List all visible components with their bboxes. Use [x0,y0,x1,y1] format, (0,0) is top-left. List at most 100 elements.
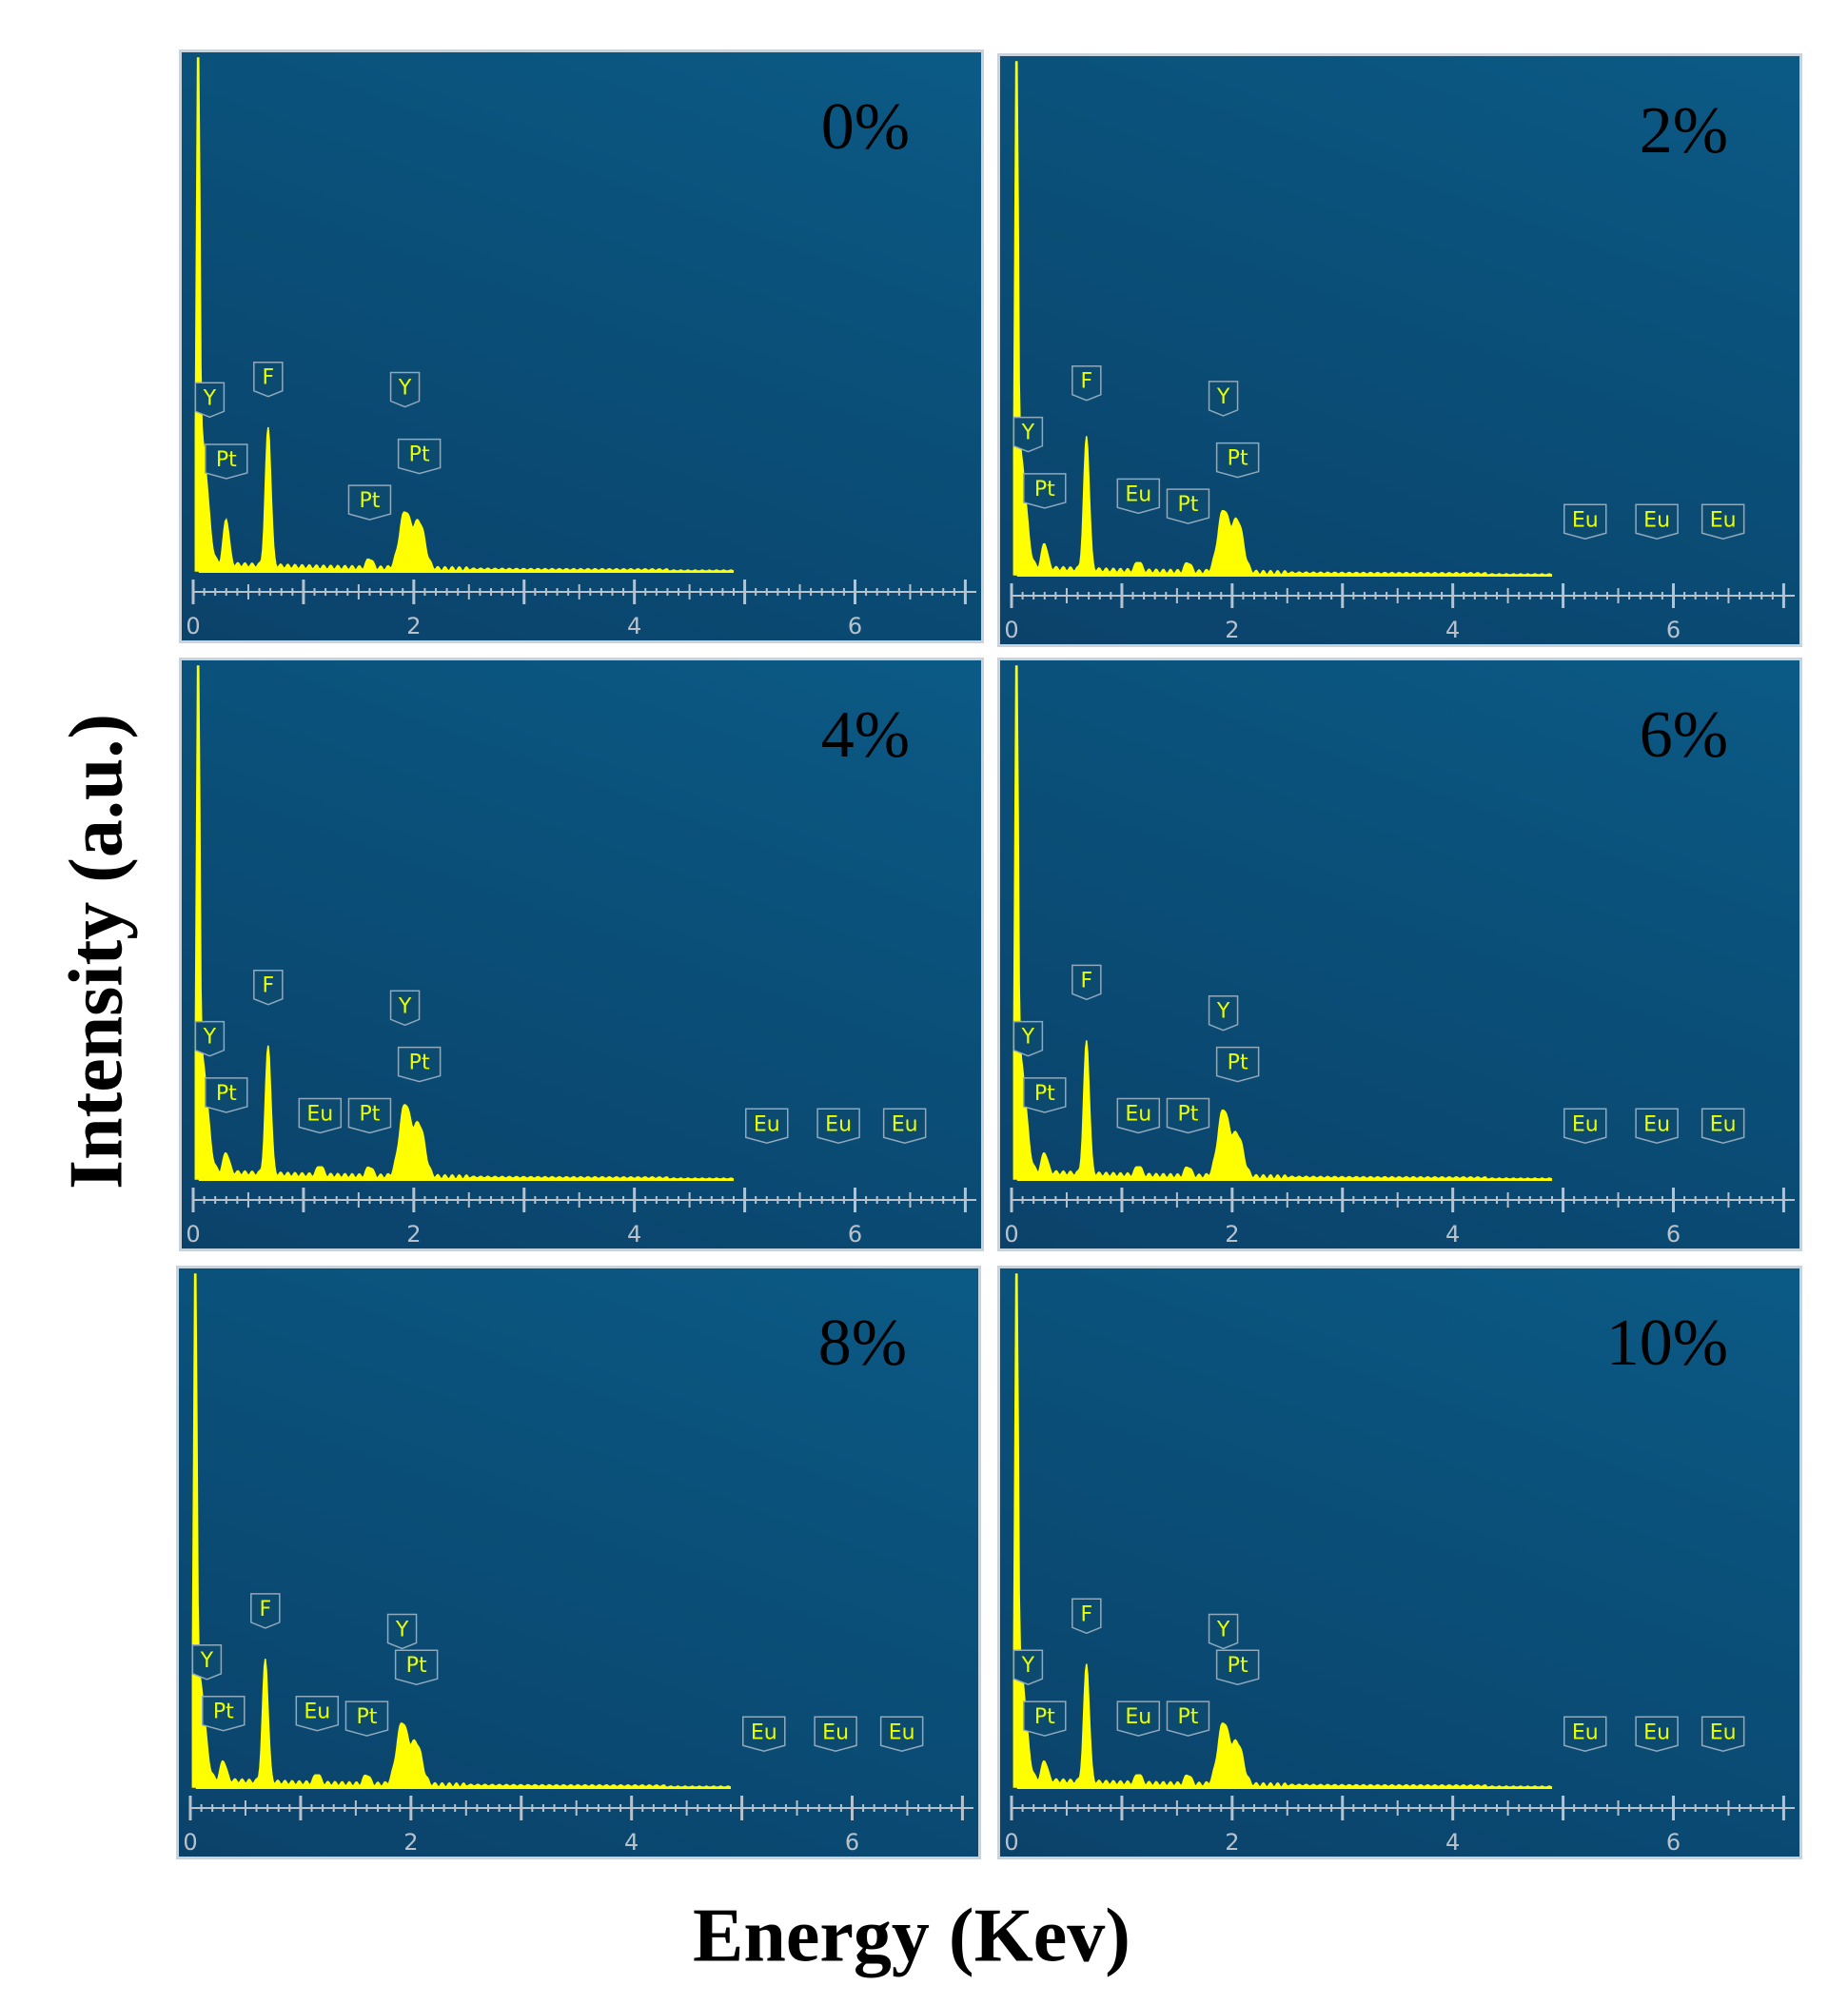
peak-label-text: Eu [1572,1720,1599,1744]
spectrum-plot: 0 2 4 6 Y Pt F Eu Pt Y Pt Eu Eu Eu [186,665,976,1248]
peak-label-box [298,1097,343,1134]
eds-panel-0: 0 2 4 6 Y Pt F Pt Y Pt 0% [179,49,984,643]
peak-label-text: F [1080,370,1092,394]
peak-label-text: Pt [1178,493,1199,517]
x-tick-label: 4 [624,1829,639,1856]
peak-label-text: Pt [409,1052,430,1075]
peak-label-box [1023,1077,1067,1113]
peak-label-box [1116,1097,1161,1134]
peak-label-y: Y [389,371,421,408]
peak-label-box [1166,488,1210,524]
peak-label-text: Y [1021,1026,1035,1050]
peak-label-box [1012,416,1044,453]
peak-label-text: Pt [1228,1654,1248,1678]
peak-label-box [205,443,248,480]
peak-label-f: F [253,969,284,1006]
panel-label: 6% [1639,698,1728,772]
peak-label-box [1166,1097,1210,1134]
peak-label-pt: Pt [1215,1046,1260,1083]
peak-label-box [205,1077,248,1113]
peak-label-box [816,1108,860,1145]
peak-label-text: Pt [1034,1082,1055,1106]
peak-label-y: Y [1208,994,1239,1032]
peak-label-eu: Eu [1563,503,1607,541]
peak-label-box [814,1716,857,1753]
peak-label-box [389,371,421,408]
peak-label-text: Eu [1710,508,1737,532]
spectrum-plot: 0 2 4 6 Y Pt F Eu Pt Y Pt Eu Eu Eu [183,1273,973,1856]
peak-label-box [1215,1649,1260,1685]
peak-label-pt: Pt [1023,1700,1067,1737]
spectrum-area [194,665,735,1180]
peak-label-text: Y [1021,422,1035,445]
x-tick-label: 0 [183,1829,197,1856]
peak-label-text: Eu [1125,482,1151,506]
peak-label-box [1208,1613,1239,1650]
peak-label-eu: Eu [1635,503,1679,541]
peak-label-pt: Pt [1215,442,1260,479]
peak-label-text: Pt [1034,478,1055,501]
peak-label-text: Y [1216,385,1230,409]
x-tick-label: 2 [1225,617,1239,643]
peak-label-text: Eu [1125,1705,1151,1729]
peak-label-pt: Pt [205,1077,248,1113]
peak-label-f: F [253,361,284,398]
peak-label-text: Eu [1710,1720,1737,1744]
peak-label-text: Pt [1228,447,1248,471]
peak-label-text: Pt [1178,1705,1199,1729]
peak-label-text: Eu [892,1112,918,1136]
x-tick-label: 6 [1666,1829,1681,1856]
peak-label-box [1023,1700,1067,1737]
peak-label-box [1012,1020,1044,1057]
peak-label-eu: Eu [1701,503,1745,541]
peak-label-box [742,1716,786,1753]
peak-label-box [879,1716,924,1753]
x-tick-label: 0 [186,613,200,639]
peak-label-y: Y [194,382,226,419]
x-axis-label: Energy (Kev) [693,1894,1130,1978]
peak-label-text: Pt [216,1082,237,1106]
peak-label-eu: Eu [1563,1716,1607,1753]
peak-label-box [386,1613,418,1650]
spectrum-area [1012,61,1553,576]
x-tick-label: 6 [848,1221,862,1248]
peak-label-y: Y [191,1644,223,1681]
eds-panel-3: 0 2 4 6 Y Pt F Eu Pt Y Pt Eu Eu Eu 6% [997,658,1802,1251]
x-tick-label: 6 [848,613,862,639]
peak-label-y: Y [194,1020,226,1057]
peak-label-y: Y [389,990,421,1027]
x-tick-label: 2 [1225,1829,1239,1856]
eds-panel-5: 0 2 4 6 Y Pt F Eu Pt Y Pt Eu Eu Eu 10% [997,1266,1802,1859]
peak-label-text: Pt [216,448,237,472]
x-tick-label: 4 [627,613,641,639]
peak-label-box [1208,381,1239,417]
peak-label-pt: Pt [347,484,392,521]
peak-label-eu: Eu [1116,478,1161,515]
peak-label-y: Y [1208,1613,1239,1650]
peak-label-pt: Pt [394,1649,439,1685]
peak-label-box [1563,503,1607,541]
peak-label-text: Eu [1572,508,1599,532]
peak-label-box [194,382,226,419]
peak-label-text: Y [398,994,412,1018]
peak-label-box [253,969,284,1006]
peak-label-text: Eu [306,1102,333,1126]
peak-label-pt: Pt [1215,1649,1260,1685]
peak-label-eu: Eu [1635,1108,1679,1145]
peak-label-text: Eu [1643,1720,1670,1744]
peak-label-eu: Eu [879,1716,924,1753]
x-tick-label: 2 [403,1829,418,1856]
peak-label-box [394,1649,439,1685]
peak-label-eu: Eu [742,1716,786,1753]
peak-label-text: Eu [304,1700,330,1724]
peak-label-eu: Eu [814,1716,857,1753]
x-tick-label: 0 [1004,1829,1018,1856]
peak-label-text: Pt [1228,1052,1248,1075]
peak-label-text: Y [398,377,412,401]
peak-label-box [1208,994,1239,1032]
peak-label-box [250,1593,281,1629]
peak-label-text: Eu [1572,1112,1599,1136]
peak-label-text: Eu [822,1720,849,1744]
peak-label-text: F [262,974,274,998]
